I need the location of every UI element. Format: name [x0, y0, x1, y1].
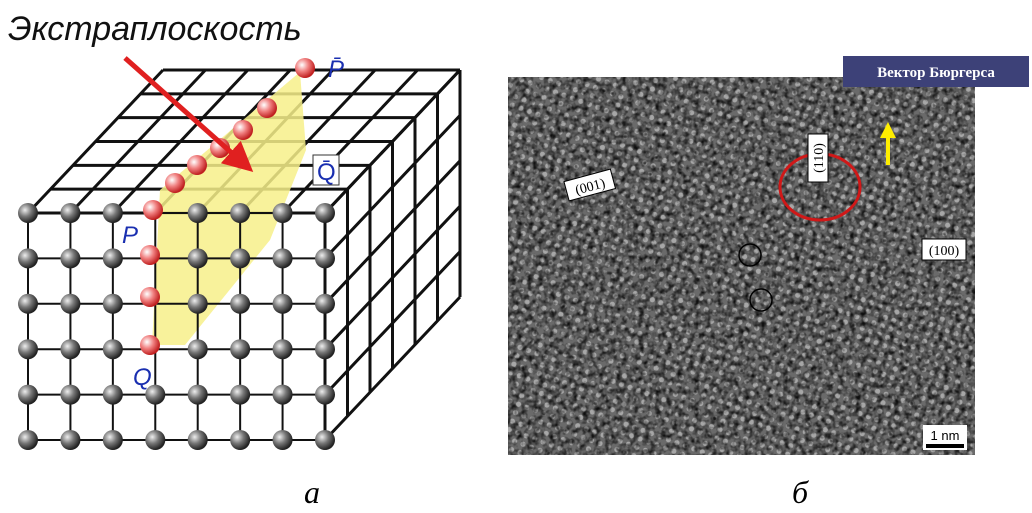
atom [315, 430, 335, 450]
atom [18, 430, 38, 450]
atom [145, 430, 165, 450]
atom [273, 385, 293, 405]
plane-label: (100) [929, 244, 960, 259]
extra-atom [140, 335, 160, 355]
burgers-label: Вектор Бюргерса [877, 65, 995, 81]
atom [315, 339, 335, 359]
noise [508, 77, 975, 455]
atom [273, 248, 293, 268]
atom [315, 385, 335, 405]
caption-a: а [304, 474, 320, 510]
atom [103, 203, 123, 223]
label-q: Q [133, 364, 152, 391]
atom [103, 339, 123, 359]
atom [273, 294, 293, 314]
atom [188, 294, 208, 314]
caption-b: б [792, 474, 809, 510]
label-p: P [122, 222, 138, 249]
atom [103, 294, 123, 314]
scale-label: 1 nm [931, 428, 960, 443]
label-q-bar: Q̄ [317, 159, 336, 186]
atom [273, 339, 293, 359]
atom [230, 294, 250, 314]
atom [188, 248, 208, 268]
atom [60, 339, 80, 359]
atom [60, 294, 80, 314]
title: Экстраплоскость [8, 10, 302, 48]
plane-110: (110) [808, 134, 828, 182]
atom [103, 248, 123, 268]
extra-atom [140, 245, 160, 265]
atom [60, 430, 80, 450]
extra-atom [165, 173, 185, 193]
atom [188, 385, 208, 405]
atom [18, 339, 38, 359]
extra-atom [140, 287, 160, 307]
atom [230, 430, 250, 450]
atom [315, 294, 335, 314]
extra-atom [143, 200, 163, 220]
atom [18, 385, 38, 405]
atom [230, 203, 250, 223]
atom [60, 203, 80, 223]
atom [103, 385, 123, 405]
atom [273, 203, 293, 223]
extra-atom [257, 98, 277, 118]
arrow [125, 58, 242, 162]
atom [18, 248, 38, 268]
atom [230, 385, 250, 405]
atom [273, 430, 293, 450]
atom [188, 203, 208, 223]
atom [60, 248, 80, 268]
atom [18, 203, 38, 223]
atom [18, 294, 38, 314]
atom [103, 430, 123, 450]
atom [188, 339, 208, 359]
scale-bar [926, 444, 964, 448]
plane-100: (100) [922, 239, 966, 260]
extra-atom [295, 58, 315, 78]
atom [315, 203, 335, 223]
atom [230, 339, 250, 359]
extra-atom [187, 155, 207, 175]
label-p-bar: P̄ [328, 56, 344, 83]
plane-label: (110) [812, 143, 827, 173]
atom [188, 430, 208, 450]
extra-atom [233, 120, 253, 140]
atom [60, 385, 80, 405]
atom [315, 248, 335, 268]
figure: Экстраплоскость P̄ Q̄ P Q Вектор Бюргерс… [0, 0, 1032, 513]
micrograph [508, 77, 975, 455]
atom [230, 248, 250, 268]
lattice [18, 58, 460, 450]
